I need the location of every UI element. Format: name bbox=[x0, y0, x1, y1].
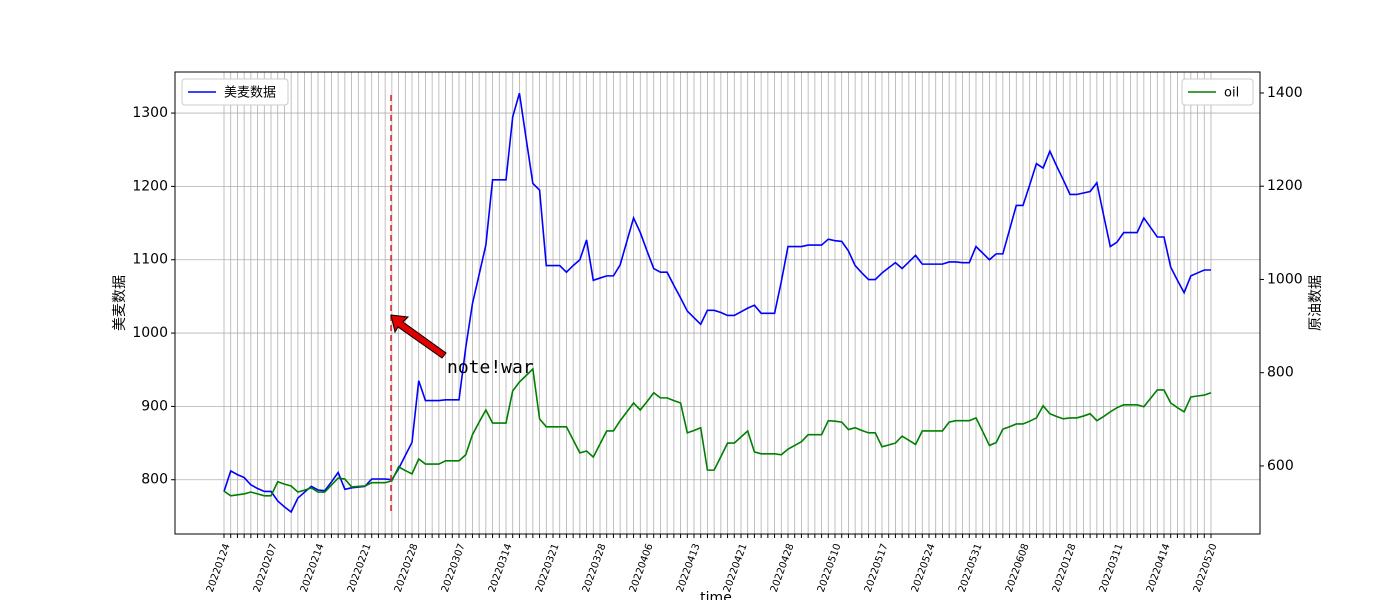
annotation: note!war bbox=[447, 357, 534, 378]
series-line bbox=[223, 367, 1212, 497]
x-tick-label: 20220531 bbox=[957, 542, 985, 594]
y-tick-label: 900 bbox=[141, 398, 168, 414]
x-tick-label: 20220517 bbox=[863, 542, 891, 594]
y2-tick-label: 1200 bbox=[1267, 178, 1303, 194]
x-tick-label: 20220228 bbox=[393, 542, 421, 594]
x-tick-label: 20220520 bbox=[1192, 542, 1220, 594]
x-tick-label: 20220406 bbox=[628, 542, 656, 594]
x-tick-label: 20220328 bbox=[581, 542, 609, 594]
x-tick-label: 20220221 bbox=[346, 542, 374, 594]
x-tick-label: 20220524 bbox=[910, 542, 938, 594]
series-line bbox=[223, 93, 1211, 514]
legend-box bbox=[181, 78, 289, 106]
x-tick-label: 20220307 bbox=[440, 542, 468, 594]
legend-box bbox=[1181, 78, 1254, 106]
plot-frame bbox=[174, 71, 1261, 535]
legend-label: oil bbox=[1224, 86, 1239, 101]
y2-tick-label: 600 bbox=[1267, 458, 1294, 474]
x-tick-label: 20220321 bbox=[534, 542, 562, 594]
y-tick-label: 1200 bbox=[132, 178, 168, 194]
y2-tick-label: 1000 bbox=[1267, 271, 1303, 287]
x-tick-label: 20220510 bbox=[816, 542, 844, 594]
x-tick-label: 20220421 bbox=[722, 542, 750, 594]
legend-label: 美麦数据 bbox=[224, 86, 276, 101]
x-tick-label: 20220414 bbox=[1145, 542, 1173, 594]
y-axis-label: 美麦数据 bbox=[112, 275, 128, 331]
x-tick-label: 20220128 bbox=[1051, 542, 1079, 594]
annotation-arrow bbox=[390, 314, 447, 359]
x-tick-label: 20220124 bbox=[205, 542, 233, 594]
x-tick-label: 20220207 bbox=[252, 542, 280, 594]
x-tick-label: 20220608 bbox=[1004, 542, 1032, 594]
x-tick-label: 20220314 bbox=[487, 542, 515, 594]
x-tick-label: 20220413 bbox=[675, 542, 703, 594]
y2-tick-label: 1400 bbox=[1267, 85, 1303, 101]
y-tick-label: 1100 bbox=[132, 252, 168, 268]
y-tick-label: 1300 bbox=[132, 105, 168, 121]
y2-axis-label: 原油数据 bbox=[1308, 275, 1324, 331]
x-axis-label: time bbox=[700, 590, 732, 600]
y-tick-label: 1000 bbox=[132, 325, 168, 341]
y2-tick-label: 800 bbox=[1267, 365, 1294, 381]
x-tick-label: 20220214 bbox=[299, 542, 327, 594]
x-tick-label: 20220311 bbox=[1098, 542, 1126, 594]
x-tick-label: 20220428 bbox=[769, 542, 797, 594]
y-tick-label: 800 bbox=[141, 472, 168, 488]
